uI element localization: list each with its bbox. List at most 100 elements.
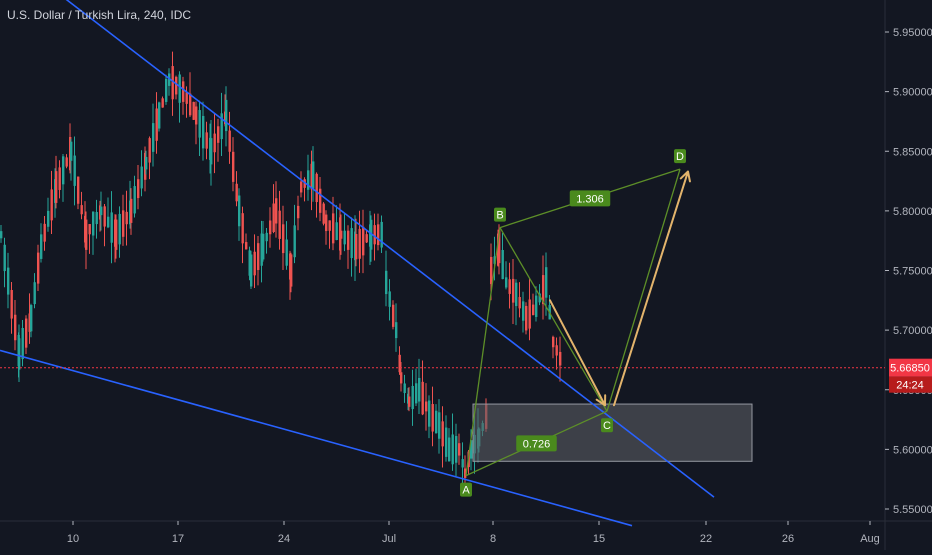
candle-body — [377, 224, 380, 246]
projection-arrow-2 — [613, 170, 691, 407]
candle-body — [395, 322, 398, 339]
countdown-label: 24:24 — [896, 380, 924, 392]
candle-body — [400, 372, 403, 384]
candle-body — [178, 74, 181, 103]
pattern-point-c-label: C — [603, 420, 611, 432]
candle-body — [50, 189, 53, 221]
candle-body — [115, 219, 118, 250]
candle-body — [248, 250, 251, 276]
candle-body — [525, 305, 528, 331]
candle-body — [411, 385, 414, 410]
candle-body — [285, 239, 288, 266]
candle-body — [110, 212, 113, 243]
candle-body — [358, 228, 361, 259]
candle-body — [470, 440, 473, 459]
pattern-point-badge — [494, 207, 506, 222]
candle-body — [14, 314, 17, 341]
candle-body — [398, 354, 401, 373]
ratio-label: 1.306 — [576, 193, 604, 205]
pattern-leg-ab — [465, 227, 501, 476]
time-tick-label: 10 — [67, 533, 79, 545]
candle-body — [58, 167, 61, 190]
candle-body — [307, 170, 310, 190]
candle-body — [538, 293, 541, 303]
candle-body — [262, 233, 265, 260]
candle-body — [421, 381, 424, 415]
candle-body — [455, 436, 458, 463]
candle-body — [448, 437, 451, 462]
price-tick-label: 5.55000 — [893, 504, 932, 516]
candle-body — [100, 206, 103, 216]
pattern-point-badge — [674, 149, 686, 164]
candle-body — [278, 210, 281, 239]
candle-body — [282, 224, 285, 254]
candle-body — [464, 468, 467, 478]
time-tick-label: Jul — [382, 533, 396, 545]
candle-body — [30, 305, 33, 332]
candle-body — [232, 151, 235, 182]
candle-body — [403, 383, 406, 394]
price-tick-label: 5.70000 — [893, 325, 932, 337]
candle-body — [451, 434, 454, 465]
candle-body — [542, 275, 545, 305]
candle-body — [80, 205, 83, 215]
candle-body — [10, 289, 13, 319]
projection-arrow-1 — [549, 299, 607, 407]
candle-body — [512, 278, 515, 303]
candle-body — [385, 270, 388, 295]
candle-body — [220, 113, 223, 140]
chart-title: U.S. Dollar / Turkish Lira, 240, IDC — [7, 8, 192, 22]
candle-body — [43, 223, 46, 242]
time-tick-label: 15 — [593, 533, 605, 545]
candle-body — [7, 267, 10, 295]
candle-body — [205, 132, 208, 149]
candle-body — [107, 216, 110, 228]
candle-body — [505, 277, 508, 288]
time-tick-label: 17 — [172, 533, 184, 545]
candle-body — [171, 66, 174, 100]
candle-body — [235, 183, 238, 202]
candle-body — [62, 156, 65, 185]
candle-body — [25, 318, 28, 348]
candle-body — [498, 230, 501, 264]
candle-body — [458, 443, 461, 456]
candle-body — [145, 156, 148, 170]
time-tick-label: Aug — [860, 533, 880, 545]
ratio-badge — [569, 190, 611, 207]
candle-body — [365, 234, 368, 243]
candle-body — [103, 206, 106, 227]
candle-body — [343, 230, 346, 245]
candle-body — [431, 404, 434, 432]
candle-body — [88, 224, 91, 235]
candle-body — [37, 252, 40, 284]
current-price-tag — [889, 358, 932, 377]
candle-body — [312, 161, 315, 189]
candle-body — [21, 328, 24, 360]
candle-body — [95, 211, 98, 225]
candle-body — [241, 213, 244, 244]
candle-body — [552, 336, 555, 348]
candle-body — [250, 254, 253, 287]
candle-body — [225, 99, 228, 132]
candle-body — [125, 211, 128, 225]
candle-body — [269, 220, 272, 235]
candle-body — [328, 220, 331, 231]
candle-body — [362, 226, 365, 256]
candle-body — [140, 166, 143, 189]
candle-body — [55, 171, 58, 203]
candle-body — [435, 410, 438, 434]
candles — [0, 51, 562, 487]
candle-body — [325, 214, 328, 232]
countdown-tag — [889, 376, 932, 393]
candle-body — [275, 198, 278, 224]
candle-body — [238, 195, 241, 227]
pattern-point-a-label: A — [462, 485, 470, 497]
candle-body — [40, 234, 43, 259]
candle-body — [290, 254, 293, 287]
candle-body — [445, 427, 448, 457]
candle-body — [0, 231, 3, 239]
candle-body — [70, 141, 73, 161]
candle-body — [210, 138, 213, 165]
